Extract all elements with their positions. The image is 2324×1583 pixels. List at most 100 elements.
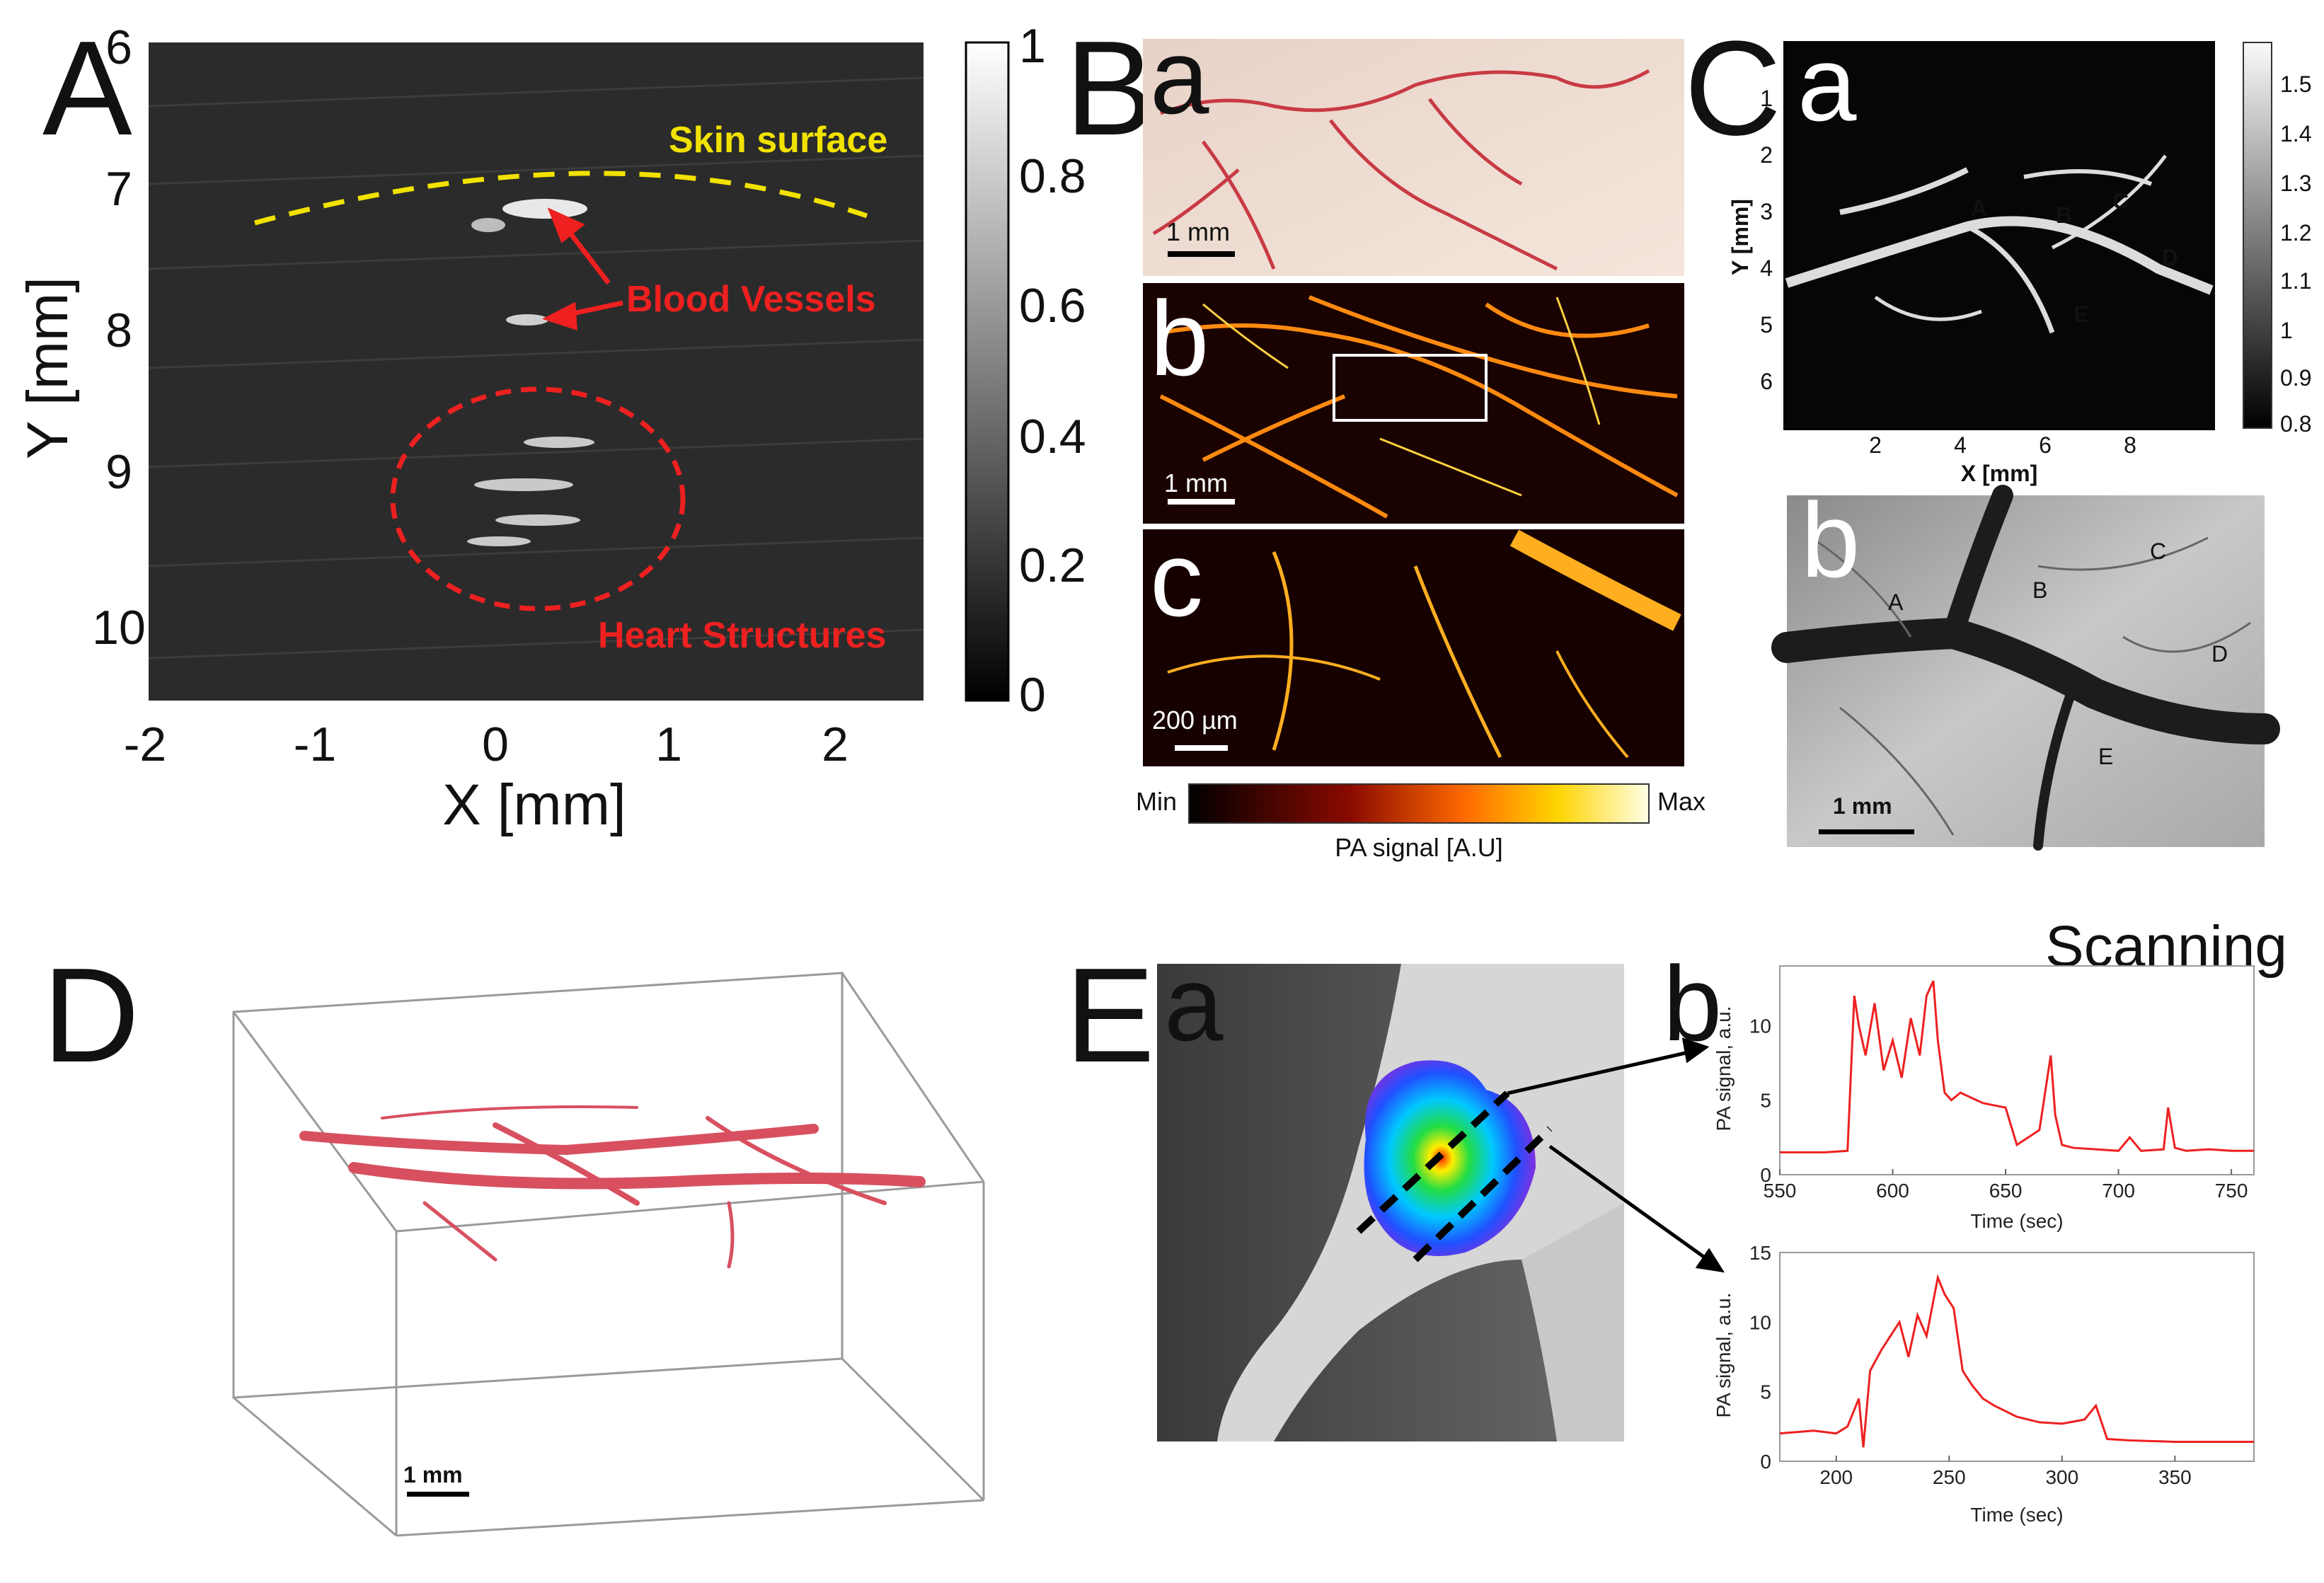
- panel-c-y-title: Y [mm]: [1727, 199, 1753, 275]
- vessel-blob: [502, 199, 587, 219]
- panel-b: B a 1 mm b 1 mm: [1065, 13, 1705, 862]
- panel-b-label: B: [1065, 13, 1155, 163]
- y-tick: 7: [105, 162, 132, 216]
- panel-b-b-fine-vessels: [1202, 297, 1601, 497]
- panel-b-b-scale: 1 mm: [1164, 468, 1228, 497]
- pa-plot-top: PA signal, a.u. Time (sec) 550 600 650 700 7…: [1713, 965, 2255, 1232]
- panel-e-b-sublabel: b: [1663, 944, 1722, 1063]
- vessel-marker: C: [2150, 539, 2166, 564]
- x-tick: 2: [822, 718, 849, 771]
- panel-d-vessels: [299, 1105, 926, 1269]
- panel-a-label: A: [42, 13, 132, 163]
- skin-surface-curve: [254, 171, 868, 226]
- plot-top-x-tick: 600: [1876, 1180, 1909, 1202]
- cbar-tick: 1.3: [2280, 171, 2311, 196]
- panel-a-xticks: -2 -1 0 1 2: [124, 718, 849, 771]
- plot-top-x-tick: 650: [1989, 1180, 2023, 1202]
- plot-bottom-ylabel: PA signal, a.u.: [1713, 1293, 1735, 1418]
- panel-c-a-sublabel: a: [1797, 24, 1857, 143]
- y-tick: 10: [92, 601, 146, 655]
- vessel-marker: C: [2112, 188, 2129, 214]
- y-tick: 6: [1760, 369, 1773, 394]
- plot-top-xlabel: Time (sec): [1970, 1210, 2063, 1232]
- pa-heatmap-blob: [1364, 1060, 1536, 1256]
- vessel-blob: [506, 314, 548, 326]
- panel-b-b-sublabel: b: [1150, 279, 1209, 398]
- heart-structures-label: Heart Structures: [598, 615, 886, 656]
- plot-bottom-x-tick: 200: [1819, 1466, 1853, 1488]
- panel-a-colorbar: [965, 41, 1010, 702]
- panel-c-colorbar: [2243, 42, 2272, 429]
- cbar-tick: 1.4: [2280, 121, 2311, 146]
- panel-a-image: [149, 42, 924, 701]
- panel-b-c-vessels: [1167, 529, 1681, 759]
- vessel-marker: D: [2162, 245, 2178, 270]
- panel-b-colorbar-min: Min: [1136, 787, 1177, 816]
- x-tick: 4: [1954, 432, 1967, 458]
- panel-c-a-vessels: [1785, 154, 2214, 334]
- vessel-marker: B: [2032, 577, 2047, 603]
- x-tick: 2: [1869, 432, 1882, 458]
- x-tick: 0: [482, 718, 509, 771]
- panel-c-b-scale: 1 mm: [1833, 793, 1892, 819]
- plot-bottom-x-tick: 350: [2158, 1466, 2192, 1488]
- panel-c-a-markers: A B C D E: [1971, 188, 2178, 327]
- plot-top-ylabel: PA signal, a.u.: [1713, 1006, 1735, 1132]
- y-tick: 4: [1760, 255, 1773, 281]
- vessel-marker: E: [2098, 744, 2113, 769]
- panel-c-a-yticks: 1 2 3 4 5 6: [1760, 86, 1773, 394]
- panel-a-x-title: X [mm]: [442, 773, 626, 837]
- plot-top-series-line: [1780, 980, 2254, 1153]
- panel-b-c-scale: 200 µm: [1152, 706, 1238, 735]
- panel-e: E a b Scanning PA signal, a.u. Time (sec…: [1065, 914, 2287, 1526]
- scale-bar: [407, 1492, 469, 1497]
- cbar-tick: 0.8: [2280, 411, 2311, 437]
- blood-vessels-label: Blood Vessels: [626, 279, 876, 320]
- skin-surface-label: Skin surface: [669, 120, 887, 161]
- panel-b-colorbar-max: Max: [1657, 787, 1705, 816]
- y-tick: 2: [1760, 142, 1773, 168]
- cbar-tick: 0.2: [1019, 539, 1086, 592]
- plot-top-y-tick: 0: [1760, 1164, 1771, 1186]
- cbar-tick: 1.2: [2280, 220, 2311, 246]
- scale-bar: [1819, 829, 1914, 834]
- panel-d-box: [232, 972, 985, 1537]
- scale-bar: [1168, 499, 1235, 505]
- panel-c-b-sublabel: b: [1801, 480, 1860, 599]
- plot-top-x-tick: 700: [2102, 1180, 2135, 1202]
- panel-d-scale: 1 mm: [403, 1462, 463, 1487]
- cbar-tick: 0: [1019, 668, 1046, 722]
- vessel-marker: A: [1971, 195, 1987, 221]
- vessel-arrows: [541, 207, 623, 330]
- vessel-marker: D: [2211, 641, 2228, 667]
- plot-bottom-y-tick: 10: [1749, 1311, 1771, 1333]
- mouse-leg: [1521, 1203, 1624, 1441]
- plot-frame: [1779, 965, 2255, 1175]
- panel-c-a-xticks: 2 4 6 8: [1869, 432, 2136, 458]
- panel-b-c-sublabel: c: [1150, 519, 1203, 638]
- vessel-marker: E: [2073, 301, 2088, 327]
- panel-b-colorbar: [1188, 783, 1650, 824]
- panel-b-a-sublabel: a: [1150, 17, 1209, 136]
- plot-top-y-tick: 5: [1760, 1090, 1771, 1112]
- cbar-tick: 1: [2280, 318, 2293, 343]
- scale-bar: [1168, 251, 1235, 257]
- panel-e-a-sublabel: a: [1164, 944, 1224, 1063]
- vessel-marker: A: [1888, 589, 1904, 615]
- cbar-tick: 1: [1019, 19, 1046, 73]
- panel-e-arrows: [1507, 1037, 1725, 1273]
- cbar-tick: 0.8: [1019, 149, 1086, 203]
- panel-c-b-markers: A B C D E: [1888, 539, 2228, 769]
- x-tick: 8: [2124, 432, 2136, 458]
- cbar-tick: 0.9: [2280, 365, 2311, 391]
- heart-ellipse: [390, 386, 686, 611]
- panel-c-label: C: [1684, 13, 1781, 163]
- panel-a-yticks: 6 7 8 9 10: [92, 21, 146, 655]
- panel-c-colorbar-ticks: 1.5 1.4 1.3 1.2 1.1 1 0.9 0.8: [2280, 71, 2311, 437]
- panel-b-c-image: [1143, 529, 1684, 766]
- panel-a-texture: [148, 76, 924, 660]
- plot-bottom-xlabel: Time (sec): [1970, 1504, 2063, 1526]
- y-tick: 8: [105, 304, 132, 357]
- plot-frame: [1779, 1252, 2255, 1462]
